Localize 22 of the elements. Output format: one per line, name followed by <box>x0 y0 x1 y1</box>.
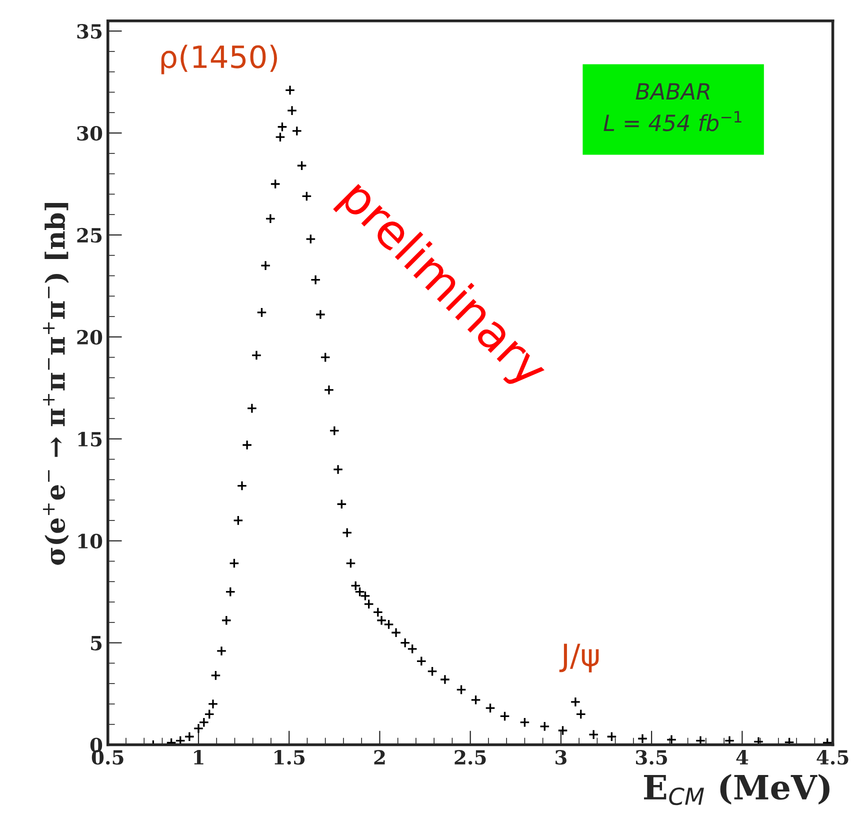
annotation: BABAR L = 454 fb$^{−1}$ <box>604 83 742 132</box>
y-tick-label: 15 <box>78 432 102 447</box>
y-tick-label: 10 <box>78 534 102 549</box>
x-tick-label: 2.5 <box>454 750 486 765</box>
y-tick-label: 0 <box>90 738 102 752</box>
x-axis-title: E$_{CM}$ (MeV) <box>644 774 830 806</box>
x-tick-label: 0.5 <box>92 750 124 765</box>
x-tick-label: 1 <box>194 750 204 764</box>
y-tick-label: 30 <box>77 126 102 141</box>
y-tick-label: 5 <box>91 636 102 650</box>
y-tick-label: 25 <box>77 228 102 243</box>
x-tick-label: 1.5 <box>274 750 305 765</box>
x-tick-label: 3.5 <box>636 750 668 765</box>
x-tick-label: 2 <box>374 750 385 764</box>
x-tick-label: 3 <box>556 750 566 765</box>
x-tick-label: 4 <box>736 750 748 764</box>
annotation: J/ψ <box>559 644 599 672</box>
y-tick-label: 20 <box>77 330 102 345</box>
text: σ(e$^{+}$e$^{−}$ → π$^{+}$π$^{−}$π$^{+}$π$^{−}$) [nb] <box>43 202 69 565</box>
annotation: ρ(1450) <box>161 44 277 74</box>
x-tick-label: 4.5 <box>816 750 848 765</box>
y-tick-label: 35 <box>77 24 102 39</box>
